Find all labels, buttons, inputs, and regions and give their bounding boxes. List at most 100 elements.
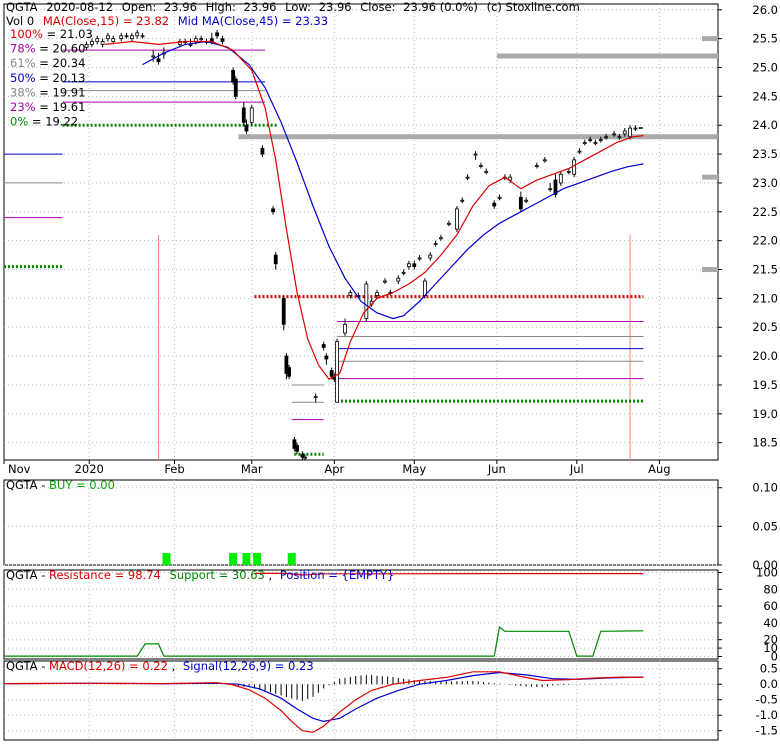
- fib-label-value: = 19.91: [36, 85, 86, 99]
- y-tick-label: 0.00: [752, 558, 778, 572]
- buy-marker: [253, 553, 262, 565]
- candle-body: [566, 170, 571, 173]
- candle-body: [124, 35, 129, 38]
- candle-body: [295, 445, 299, 452]
- header-high: 23.96: [244, 0, 277, 14]
- fib-label-value: = 19.22: [28, 115, 78, 129]
- x-tick-label: Feb: [164, 462, 184, 476]
- price-candles: [84, 29, 643, 460]
- x-tick-label: Mar: [241, 462, 263, 476]
- candle-body: [622, 130, 627, 135]
- candle-body: [428, 254, 433, 259]
- header-source: (c) Stoxline.com: [487, 0, 580, 14]
- resistance-value: Resistance = 98.74: [49, 568, 161, 582]
- candle-body: [199, 38, 204, 41]
- candle-body: [292, 439, 297, 449]
- buy-markers: [162, 553, 296, 565]
- header-low-label: Low:: [285, 0, 311, 14]
- support-resistance-lines: [4, 572, 644, 657]
- x-tick-label: May: [402, 462, 426, 476]
- y-tick-label: 0.05: [752, 519, 778, 533]
- y-tick-label: 0.5: [760, 662, 778, 676]
- header-ma-mid: Mid MA(Close,45) = 23.33: [178, 14, 328, 28]
- macd-sep: ,: [172, 659, 176, 673]
- y-tick-label: 0.10: [752, 481, 778, 495]
- candle-body: [273, 254, 278, 265]
- candle-body: [577, 150, 582, 153]
- candle-body: [140, 35, 145, 38]
- candle-body: [497, 196, 502, 199]
- x-tick-label: Aug: [648, 462, 670, 476]
- y-tick-label: 19.5: [752, 378, 778, 392]
- candle-body: [271, 208, 275, 213]
- buy-panel: 0.00 0.05 0.10 QGTA - BUY = 0.00: [3, 478, 778, 572]
- candle-body: [284, 355, 289, 374]
- header-close: 23.96 (0.0%): [403, 0, 478, 14]
- candle-body: [582, 142, 587, 144]
- macd-value: MACD(12,26) = 0.22: [49, 659, 168, 673]
- y-tick-label: 25.0: [752, 60, 778, 74]
- candle-body: [233, 78, 238, 97]
- fib-label: 100% = 21.03: [10, 27, 93, 41]
- buy-y-ticks: 0.00 0.05 0.10: [718, 481, 778, 572]
- header-open-label: Open:: [122, 0, 157, 14]
- y-tick-label: 18.5: [752, 436, 778, 450]
- candle-body: [343, 323, 347, 334]
- candle-body: [492, 202, 497, 207]
- buy-marker: [242, 553, 251, 565]
- y-tick-label: 10: [763, 641, 778, 655]
- candle-body: [638, 127, 643, 129]
- candle-body: [473, 153, 478, 156]
- header-line-1: QGTA 2020-08-12 Open: 23.96 High: 23.96 …: [6, 0, 580, 14]
- fib-label-value: = 19.61: [36, 100, 86, 114]
- candle-body: [375, 292, 379, 296]
- candle-body: [249, 107, 254, 123]
- fib-label-percent: 38%: [10, 85, 36, 99]
- fib-label-percent: 61%: [10, 56, 36, 70]
- signal-line: [3, 671, 644, 723]
- support-value: Support = 30.63: [170, 568, 265, 582]
- candle-body: [423, 280, 427, 296]
- macd-y-ticks: -1.5 -1.0-0.5 0.00.5: [718, 662, 778, 738]
- candle-body: [417, 257, 422, 260]
- candle-body: [460, 199, 465, 202]
- x-tick-label: Nov: [8, 462, 31, 476]
- fib-label: 61% = 20.34: [10, 56, 85, 70]
- candle-body: [129, 35, 134, 40]
- candle-body: [241, 107, 246, 123]
- candle-body: [348, 292, 353, 296]
- fib-label-percent: 0%: [10, 115, 28, 129]
- header-volume: Vol 0: [6, 14, 34, 28]
- candle-body: [484, 170, 489, 173]
- candle-body: [100, 41, 105, 45]
- candle-body: [111, 38, 116, 42]
- candle-body: [617, 136, 622, 139]
- y-tick-label: 80: [763, 582, 778, 596]
- candle-body: [135, 32, 140, 37]
- candle-body: [548, 188, 553, 191]
- buy-marker: [287, 553, 296, 565]
- macd-lines: [3, 671, 644, 733]
- buy-marker: [229, 553, 238, 565]
- x-tick-label: Jun: [487, 462, 506, 476]
- y-tick-label: 23.5: [752, 147, 778, 161]
- y-tick-label: 60: [763, 599, 778, 613]
- candle-body: [524, 199, 529, 202]
- buy-marker: [162, 553, 171, 565]
- y-tick-label: 20.5: [752, 320, 778, 334]
- macd-panel-label: QGTA - MACD(12,26) = 0.22 , Signal(12,26…: [6, 659, 314, 673]
- fib-label-value: = 20.13: [36, 71, 86, 85]
- fib-label-percent: 23%: [10, 100, 36, 114]
- signal-value: Signal(12,26,9) = 0.23: [183, 659, 314, 673]
- candle-body: [396, 277, 401, 282]
- buy-value: BUY = 0.00: [49, 478, 115, 492]
- candle-body: [335, 341, 339, 403]
- position-panel-label: QGTA - Resistance = 98.74 Support = 30.6…: [6, 568, 394, 582]
- candle-body: [572, 159, 577, 175]
- y-tick-label: 21.5: [752, 263, 778, 277]
- candle-body: [433, 243, 438, 245]
- y-tick-label: -1.5: [756, 724, 778, 738]
- fib-label-value: = 20.34: [36, 56, 86, 70]
